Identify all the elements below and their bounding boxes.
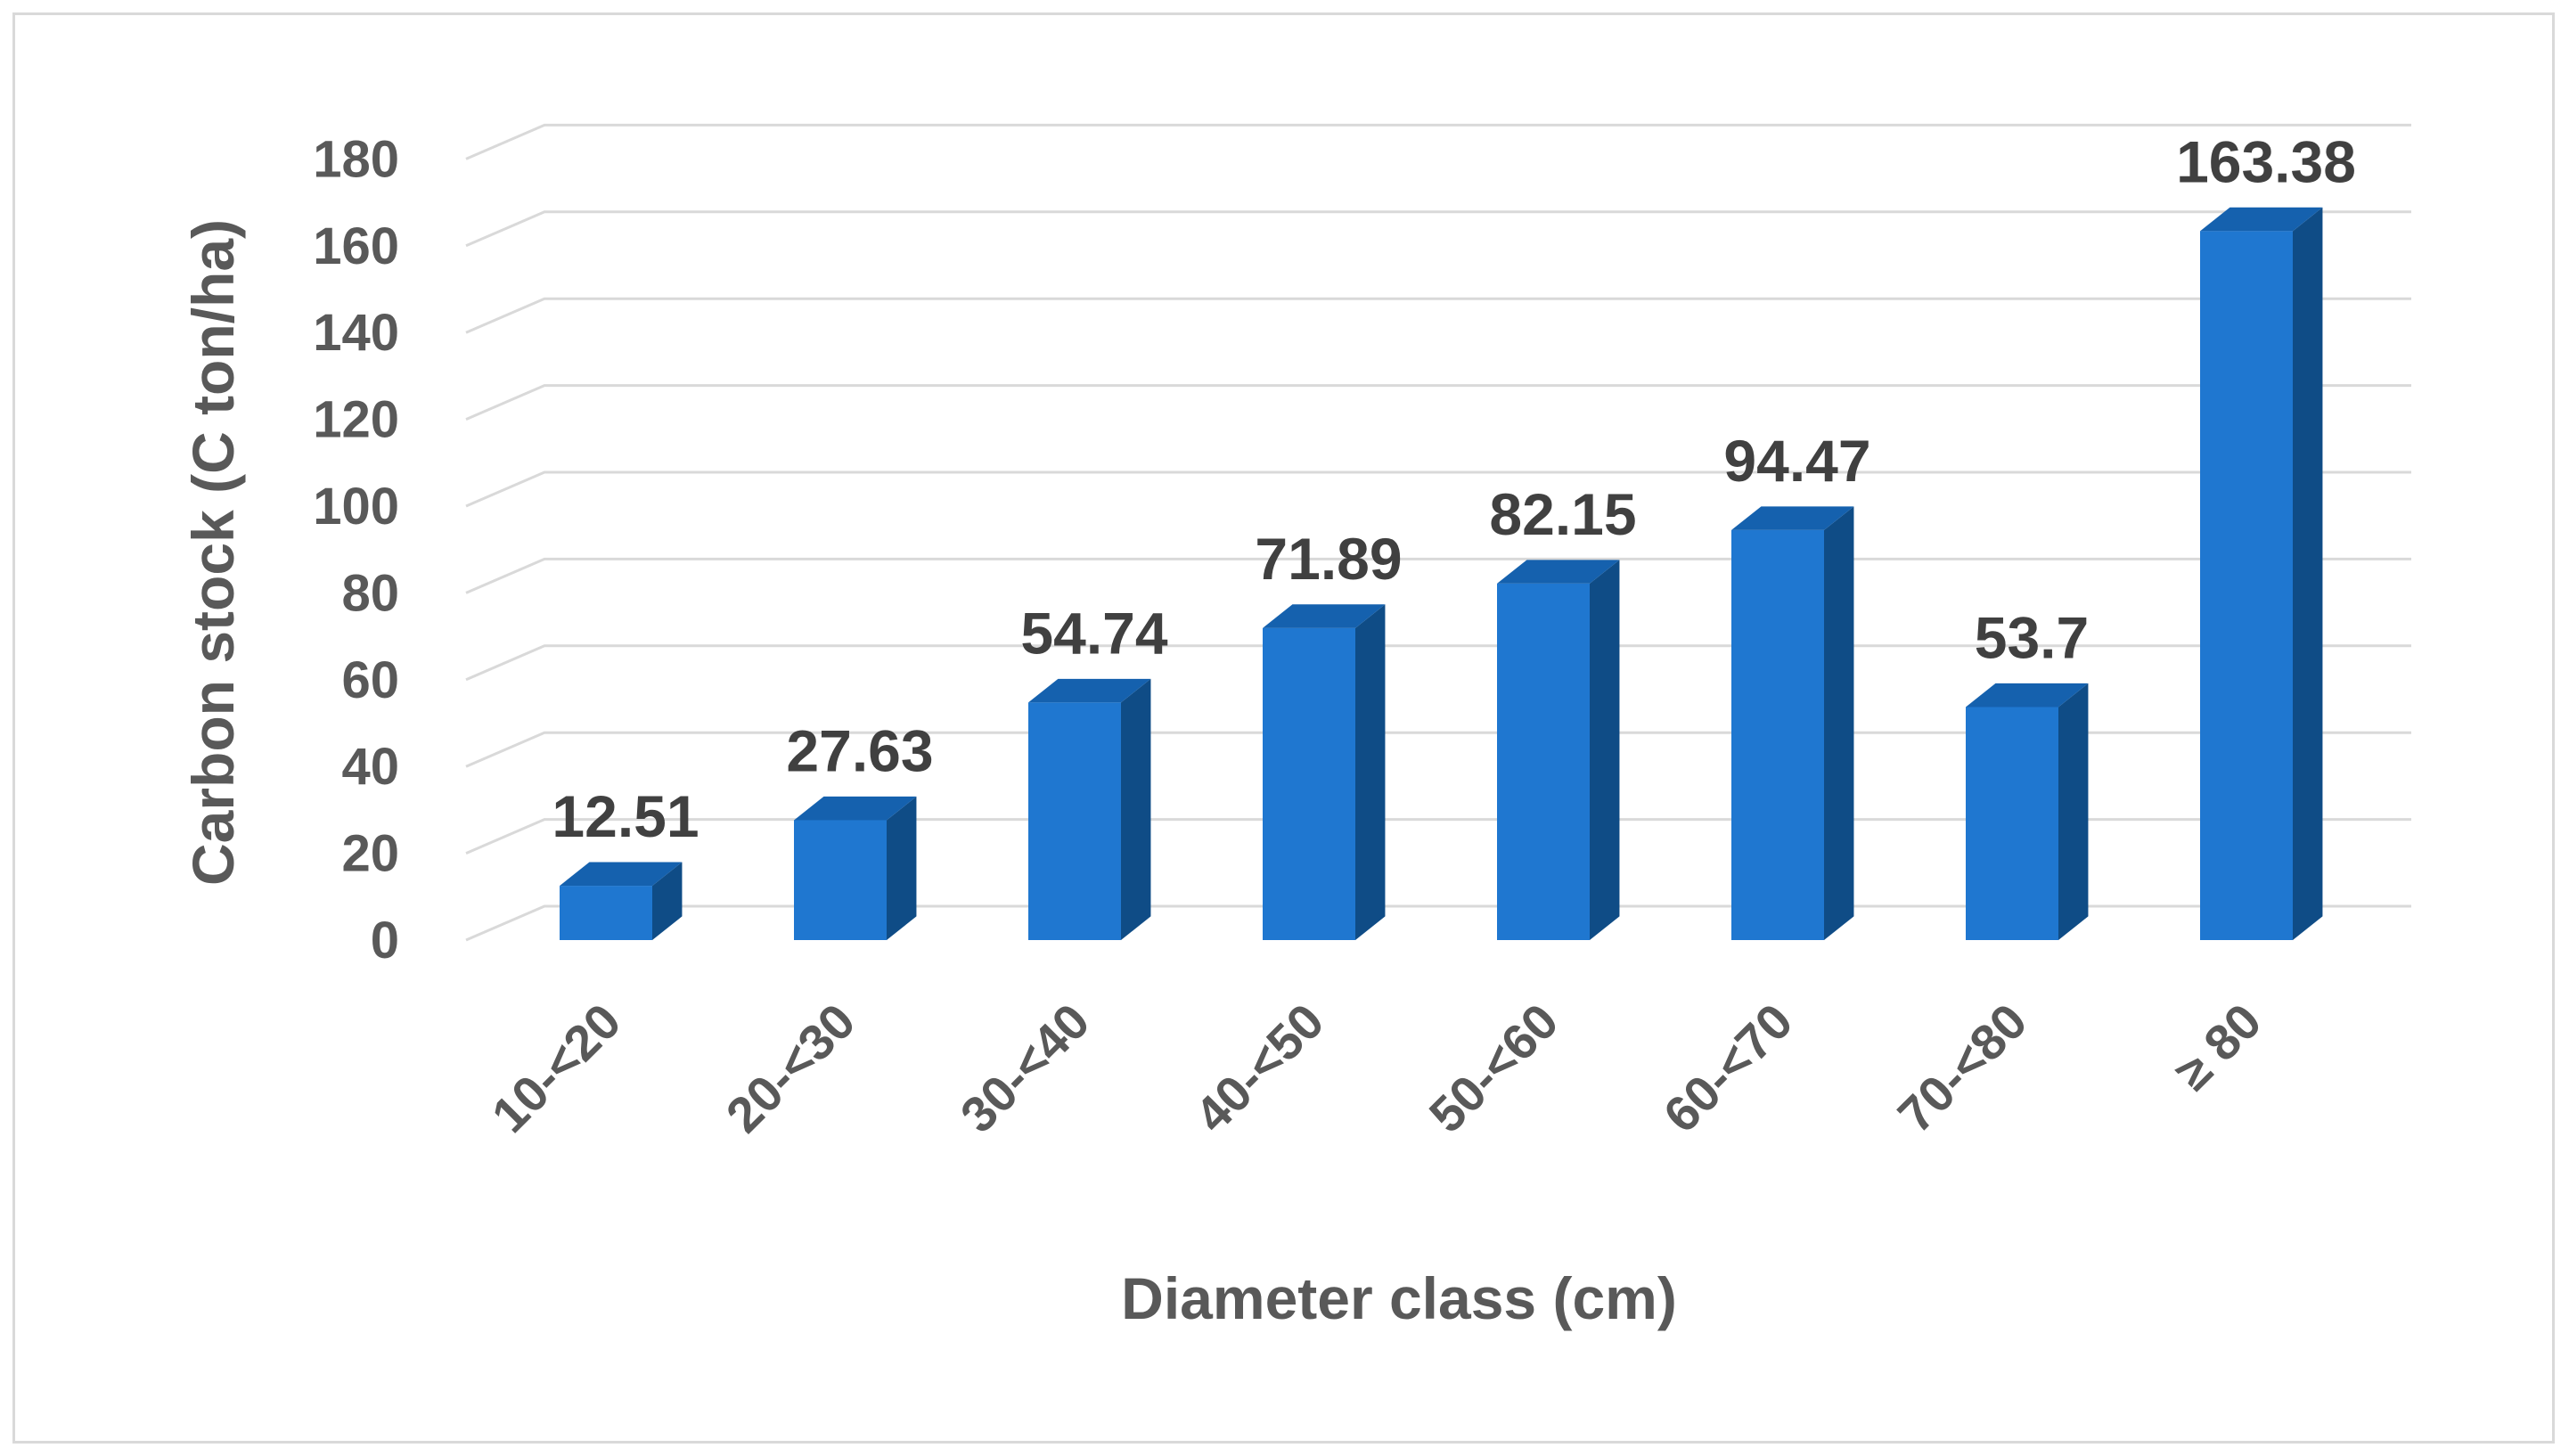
data-label: 53.7 <box>1975 604 2089 670</box>
x-tick-label: 30-<40 <box>950 993 1100 1143</box>
x-axis-title: Diameter class (cm) <box>1121 1265 1677 1331</box>
gridline <box>465 644 2411 682</box>
data-label: 12.51 <box>552 783 699 849</box>
bar-front <box>1731 529 1824 940</box>
bar-front <box>1966 707 2058 940</box>
gridline <box>465 904 2411 942</box>
gridline <box>465 818 2411 855</box>
bar-top <box>2200 207 2323 232</box>
y-tick-label: 80 <box>341 564 399 622</box>
y-tick-label: 20 <box>341 825 399 883</box>
gridline <box>465 123 2411 160</box>
x-tick-label: 50-<60 <box>1419 993 1569 1143</box>
bar-side <box>2058 683 2089 940</box>
bar-front <box>1497 583 1590 940</box>
bar-side <box>1355 604 1386 940</box>
bar <box>1028 678 1151 940</box>
bars <box>560 207 2323 941</box>
data-label: 54.74 <box>1020 600 1167 666</box>
bar-side <box>1824 506 1854 940</box>
bar-top <box>1731 506 1854 530</box>
y-tick-label: 100 <box>313 478 399 536</box>
y-tick-label: 60 <box>341 651 399 709</box>
gridlines <box>465 123 2411 942</box>
y-tick-label: 140 <box>313 304 399 362</box>
bar-side <box>1590 560 1620 940</box>
data-label: 71.89 <box>1255 526 1402 592</box>
y-tick-label: 120 <box>313 391 399 449</box>
gridline <box>465 557 2411 594</box>
bar <box>1966 683 2089 940</box>
bar-front <box>560 886 652 940</box>
bar-front <box>1263 627 1355 940</box>
gridline <box>465 731 2411 768</box>
bar-top <box>1497 560 1620 584</box>
y-tick-label: 180 <box>313 130 399 188</box>
y-tick-label: 160 <box>313 217 399 275</box>
bar <box>1497 560 1620 940</box>
x-axis-ticks: 10-<20 20-<30 30-<40 40-<50 50-<60 60-<70 70-<… <box>481 993 2272 1143</box>
gridline <box>465 470 2411 508</box>
x-tick-label: 20-<30 <box>716 993 866 1143</box>
x-tick-label: 70-<80 <box>1887 993 2038 1143</box>
gridline <box>465 210 2411 248</box>
bar-top <box>794 796 917 821</box>
gridline <box>465 384 2411 421</box>
bar-top <box>1966 683 2089 708</box>
bar-side <box>1121 678 1151 940</box>
bar-front <box>1028 702 1121 940</box>
bar-side <box>652 862 683 940</box>
bar-front <box>794 820 887 940</box>
x-tick-label: 60-<70 <box>1653 993 1804 1143</box>
data-labels: 12.51 27.63 54.74 71.89 82.15 94.47 53.7 163.38 <box>552 128 2356 849</box>
bar-side <box>887 796 917 940</box>
bar-top <box>1263 604 1386 628</box>
x-tick-label: ≥ 80 <box>2164 993 2271 1100</box>
bar-side <box>2293 207 2323 941</box>
bar-top <box>560 862 683 887</box>
bar-front <box>2200 231 2293 941</box>
x-tick-label: 40-<50 <box>1184 993 1335 1143</box>
gridline <box>465 297 2411 334</box>
y-tick-label: 40 <box>341 738 399 796</box>
y-axis-ticks: 0 20 40 60 80 100 120 140 160 180 <box>313 130 399 969</box>
bar-top <box>1028 678 1151 703</box>
bar <box>2200 207 2323 941</box>
bar <box>794 796 917 940</box>
data-label: 94.47 <box>1723 428 1870 494</box>
data-label: 163.38 <box>2176 128 2356 194</box>
y-tick-label: 0 <box>371 912 399 969</box>
bar <box>1731 506 1854 940</box>
data-label: 27.63 <box>786 717 933 783</box>
data-label: 82.15 <box>1489 481 1636 547</box>
bar <box>1263 604 1386 940</box>
x-tick-label: 10-<20 <box>481 993 632 1143</box>
bar <box>560 862 683 940</box>
y-axis-title: Carbon stock (C ton/ha) <box>180 219 246 886</box>
